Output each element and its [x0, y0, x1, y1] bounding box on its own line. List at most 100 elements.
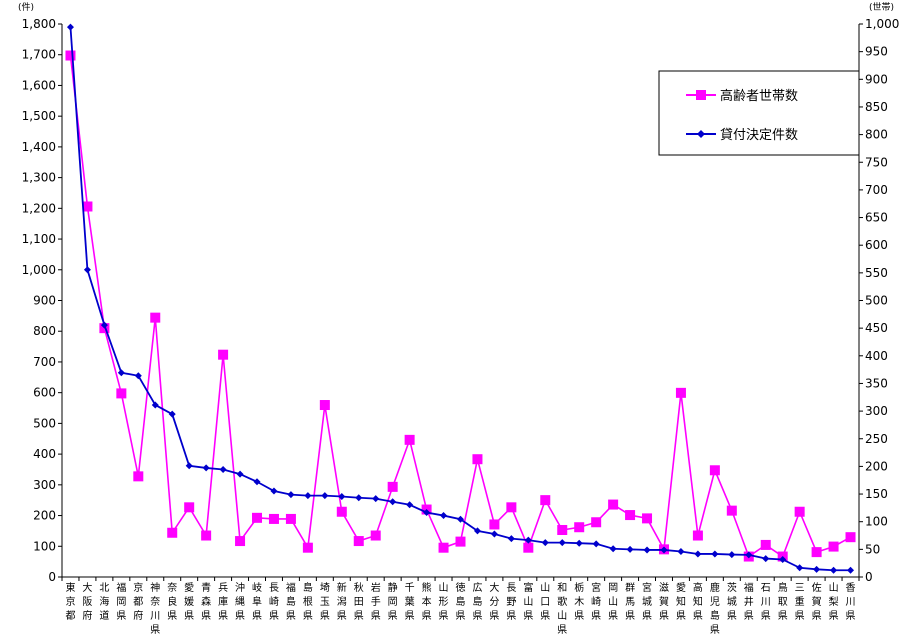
- category-label-char: 県: [676, 610, 686, 622]
- right-tick-label: 500: [865, 294, 888, 308]
- legend-swatch-marker-loans: [697, 130, 705, 138]
- category-label-char: 県: [761, 610, 771, 622]
- data-point: [440, 512, 448, 520]
- data-point: [133, 471, 144, 482]
- left-tick-label: 1,700: [22, 48, 56, 62]
- category-label-char: 城: [642, 596, 652, 608]
- category-label-char: 県: [727, 610, 737, 622]
- category-label-char: 県: [320, 610, 330, 622]
- category-label-char: 沖: [235, 581, 245, 594]
- data-point: [845, 532, 856, 543]
- category-label-char: 府: [133, 609, 143, 622]
- data-point: [575, 539, 583, 547]
- series-layer: [65, 23, 856, 574]
- category-label-char: 県: [710, 624, 720, 636]
- category-label-char: 県: [184, 610, 194, 622]
- category-label-char: 庫: [218, 595, 228, 608]
- left-tick-label: 500: [33, 416, 56, 430]
- category-label-char: 県: [235, 610, 245, 622]
- left-axis-ticks: 0 100 200 300 400 500 600 700 800 900 1,000 1,100 1,…: [22, 17, 62, 584]
- category-label-char: 県: [405, 610, 415, 622]
- category-label-char: 川: [846, 597, 856, 608]
- right-tick-label: 900: [865, 72, 888, 86]
- category-label-char: 口: [540, 597, 550, 608]
- category-label-char: 潟: [337, 595, 347, 608]
- category-label-char: 島: [710, 609, 720, 622]
- data-point: [151, 401, 159, 409]
- data-point: [745, 551, 753, 559]
- category-label-char: 福: [286, 581, 296, 594]
- data-point: [507, 535, 515, 543]
- category-label-char: 茨: [727, 581, 737, 594]
- category-label-char: 岩: [371, 581, 381, 594]
- data-point: [253, 478, 261, 486]
- category-label-char: 玉: [320, 597, 330, 608]
- data-point: [574, 522, 585, 533]
- category-label-char: 海: [99, 595, 109, 608]
- data-point: [219, 465, 227, 473]
- category-label-char: 鹿: [710, 581, 720, 594]
- category-label-char: 県: [829, 610, 839, 622]
- data-point: [540, 495, 551, 506]
- data-point: [490, 530, 498, 538]
- data-point: [760, 539, 771, 550]
- category-label-char: 静: [388, 581, 398, 594]
- category-label-char: 東: [65, 581, 75, 594]
- data-point: [389, 498, 397, 506]
- data-point: [608, 499, 619, 510]
- category-label-char: 長: [506, 582, 516, 594]
- category-label-char: 福: [116, 581, 126, 594]
- data-point: [675, 387, 686, 398]
- data-point: [626, 545, 634, 553]
- data-point: [457, 515, 464, 523]
- data-point: [473, 527, 481, 535]
- category-label-char: 崎: [591, 595, 601, 608]
- left-tick-label: 400: [33, 447, 56, 461]
- data-point: [252, 512, 263, 523]
- left-tick-label: 900: [33, 294, 56, 308]
- category-label-char: 京: [133, 581, 143, 594]
- data-point: [372, 495, 380, 503]
- category-label-char: 県: [625, 610, 635, 622]
- category-label-char: 青: [201, 581, 211, 594]
- category-label-char: 県: [812, 610, 822, 622]
- category-label-char: 児: [710, 596, 720, 608]
- data-point: [150, 312, 161, 323]
- category-label-char: 崎: [269, 595, 279, 608]
- category-label-char: 新: [337, 581, 347, 594]
- data-point: [762, 555, 770, 563]
- left-tick-label: 300: [33, 478, 56, 492]
- right-tick-label: 100: [865, 515, 888, 529]
- right-tick-label: 200: [865, 459, 888, 473]
- category-label-char: 県: [116, 610, 126, 622]
- data-point: [168, 410, 176, 418]
- right-tick-label: 400: [865, 349, 888, 363]
- category-label-char: 島: [456, 595, 466, 608]
- category-label-char: 島: [286, 595, 296, 608]
- data-point: [201, 530, 212, 541]
- data-point: [830, 566, 838, 574]
- category-label-char: 阪: [82, 595, 92, 608]
- right-tick-label: 150: [865, 487, 888, 501]
- category-label-char: 県: [693, 610, 703, 622]
- category-label-char: 県: [506, 610, 516, 622]
- category-label-char: 手: [371, 595, 381, 608]
- left-tick-label: 1,000: [22, 263, 56, 277]
- right-tick-label: 700: [865, 183, 888, 197]
- data-point: [167, 527, 178, 538]
- left-axis-unit: (件): [18, 1, 34, 13]
- category-label-char: 県: [218, 610, 228, 622]
- category-label-char: 城: [727, 596, 737, 608]
- category-label-char: 石: [761, 583, 771, 594]
- category-label-char: 山: [557, 610, 567, 622]
- category-label-char: 県: [439, 610, 449, 622]
- left-tick-label: 600: [33, 386, 56, 400]
- category-label-char: 県: [371, 610, 381, 622]
- category-label-char: 重: [795, 595, 805, 608]
- left-tick-label: 1,100: [22, 232, 56, 246]
- data-point: [813, 565, 821, 573]
- data-point: [387, 481, 398, 492]
- category-label-char: 県: [269, 610, 279, 622]
- data-point: [591, 517, 602, 528]
- data-point: [185, 462, 193, 470]
